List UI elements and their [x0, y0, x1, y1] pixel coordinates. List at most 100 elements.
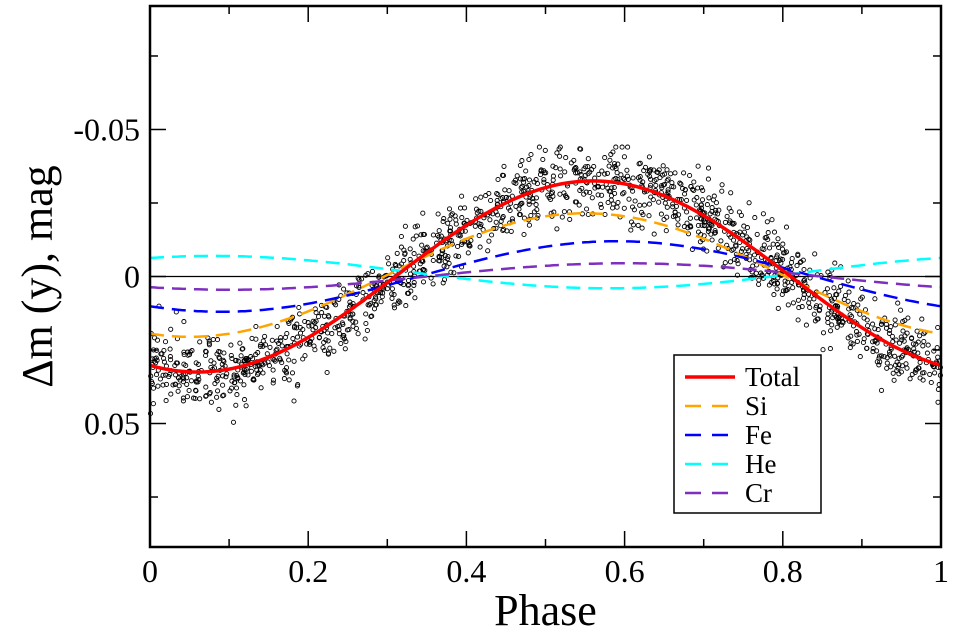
data-point	[499, 215, 505, 221]
data-point	[889, 333, 895, 339]
data-point	[800, 257, 806, 263]
data-point	[864, 345, 870, 351]
data-point	[607, 157, 613, 163]
data-point	[472, 223, 478, 229]
data-point	[865, 323, 871, 329]
data-point	[691, 197, 697, 203]
data-point	[860, 339, 866, 346]
data-point	[341, 332, 347, 339]
data-point	[514, 173, 520, 179]
data-point	[870, 346, 876, 352]
data-point	[672, 209, 678, 215]
data-point	[850, 341, 856, 347]
data-point	[183, 362, 189, 369]
data-point	[827, 346, 833, 352]
data-point	[161, 355, 167, 361]
data-point	[900, 353, 906, 359]
x-tick-label: 0.2	[288, 553, 328, 589]
data-point	[221, 350, 227, 356]
data-point	[719, 182, 725, 188]
data-point	[621, 190, 627, 196]
data-point	[208, 399, 214, 405]
data-point	[574, 170, 581, 176]
data-point	[255, 350, 261, 356]
data-point	[403, 303, 409, 309]
data-point	[712, 230, 718, 236]
data-point	[639, 225, 645, 231]
data-point	[175, 375, 182, 381]
data-point	[364, 327, 370, 334]
data-point	[888, 364, 894, 370]
data-point	[184, 381, 190, 387]
data-point	[829, 322, 835, 328]
data-point	[274, 323, 280, 330]
data-point	[256, 363, 263, 369]
data-point	[445, 253, 451, 260]
data-point	[610, 205, 616, 211]
data-point	[343, 339, 349, 345]
data-point	[874, 340, 880, 346]
data-point	[704, 202, 710, 208]
data-point	[898, 369, 904, 375]
data-point	[161, 359, 167, 365]
data-point	[437, 258, 443, 264]
data-point	[611, 161, 618, 167]
data-point	[637, 202, 643, 208]
legend-label-fe: Fe	[745, 420, 772, 450]
data-point	[858, 296, 864, 302]
data-point	[394, 250, 400, 256]
data-point	[705, 176, 711, 182]
data-point	[874, 348, 880, 354]
data-point	[716, 207, 722, 213]
data-point	[647, 169, 653, 175]
data-point	[900, 319, 906, 325]
data-point	[660, 163, 666, 169]
data-point	[528, 212, 534, 219]
data-point	[554, 226, 560, 232]
data-point	[602, 155, 608, 161]
data-point	[670, 204, 676, 210]
data-point	[231, 374, 237, 380]
data-point	[237, 340, 243, 346]
data-point	[851, 300, 857, 307]
x-tick-label: 0	[142, 553, 158, 589]
data-point	[855, 302, 861, 308]
data-point	[153, 372, 160, 378]
data-point	[724, 213, 730, 219]
data-point	[637, 160, 643, 166]
x-tick-label: 0.6	[605, 553, 645, 589]
data-point	[341, 286, 347, 292]
data-point	[756, 281, 762, 287]
data-point	[180, 398, 186, 404]
data-point	[341, 336, 348, 342]
data-point	[227, 388, 233, 394]
data-point	[297, 330, 304, 336]
data-point	[700, 187, 706, 193]
data-point	[571, 157, 577, 163]
data-point	[444, 264, 450, 270]
data-point	[325, 330, 331, 336]
data-point	[526, 222, 532, 228]
data-point	[559, 214, 565, 220]
data-point	[181, 319, 187, 325]
data-point	[493, 219, 499, 225]
data-point	[535, 212, 541, 219]
data-point	[340, 321, 346, 328]
data-point	[775, 305, 781, 311]
data-point	[512, 177, 518, 183]
data-point	[533, 202, 539, 208]
data-point	[646, 154, 652, 160]
data-point	[605, 185, 611, 191]
data-point	[585, 171, 591, 177]
data-point	[924, 350, 930, 356]
data-point	[411, 280, 417, 286]
data-point	[279, 343, 285, 349]
data-point	[233, 402, 239, 408]
data-point	[670, 201, 676, 207]
data-point	[713, 207, 719, 213]
x-axis-title: Phase	[494, 586, 597, 635]
data-point	[440, 218, 446, 225]
data-point	[650, 197, 656, 203]
data-point	[509, 216, 515, 222]
data-point	[752, 215, 758, 221]
